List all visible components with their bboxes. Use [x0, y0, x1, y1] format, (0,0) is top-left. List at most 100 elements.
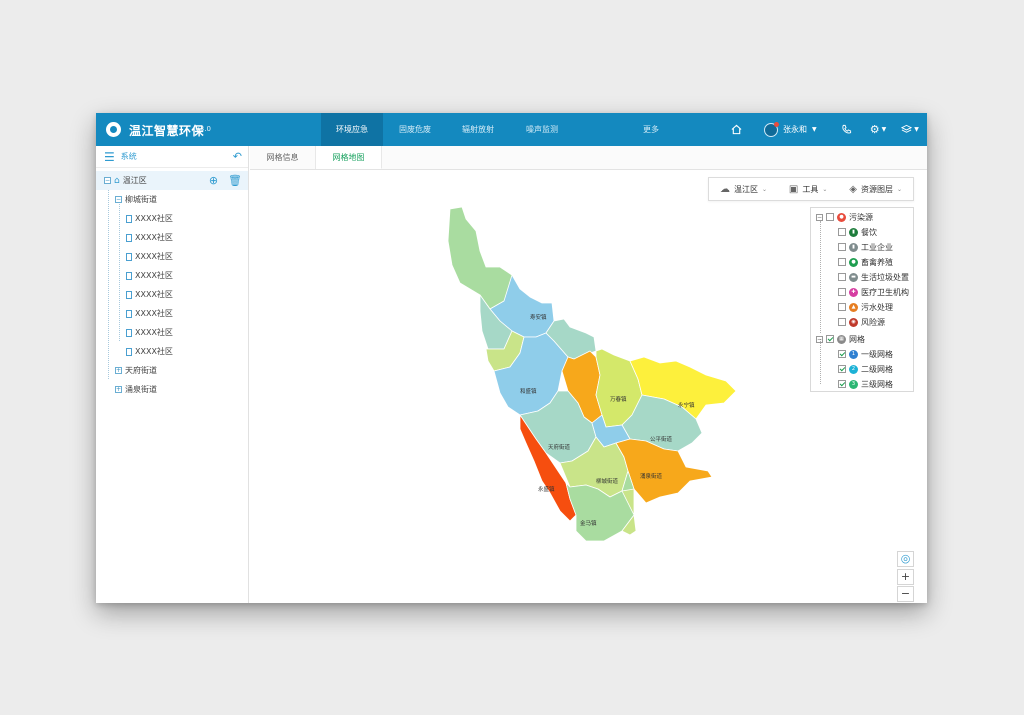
- nav-emergency[interactable]: 环境应急: [321, 113, 383, 146]
- locate-button[interactable]: ◎: [897, 551, 914, 567]
- district-map[interactable]: 寿安镇 和盛镇 万春镇 永宁镇 公平街道 天府街道 柳城街道 涌泉街道 金马镇 …: [250, 171, 927, 603]
- tree-node-street[interactable]: + 涌泉街道: [96, 380, 248, 399]
- tree-node-community[interactable]: XXXX社区: [96, 247, 248, 266]
- tools-dropdown[interactable]: ▣ 工具 ⌄: [789, 184, 827, 195]
- checkbox[interactable]: [838, 273, 846, 281]
- nav-radiation[interactable]: 辐射放射: [462, 125, 494, 134]
- locate-icon: ◎: [900, 552, 911, 565]
- user-menu[interactable]: 张永和 ▼: [764, 113, 817, 146]
- weather-icon: ☁: [719, 183, 730, 195]
- tree-guide-line: [108, 182, 109, 379]
- tree-node-community[interactable]: XXXX社区: [96, 266, 248, 285]
- layers-menu-button[interactable]: ▼: [898, 113, 922, 146]
- checkbox[interactable]: [826, 213, 834, 221]
- tools-label: 工具: [802, 184, 819, 194]
- legend-item-label: 污水处理: [861, 302, 893, 312]
- checkbox[interactable]: [838, 288, 846, 296]
- legend-item[interactable]: ▮ 工业企业: [838, 240, 893, 254]
- grid-map[interactable]: 寿安镇 和盛镇 万春镇 永宁镇 公平街道 天府街道 柳城街道 涌泉街道 金马镇 …: [250, 171, 927, 603]
- checkbox[interactable]: [838, 365, 846, 373]
- tree-node-community[interactable]: XXXX社区: [96, 209, 248, 228]
- tree-node-label: XXXX社区: [135, 347, 173, 356]
- legend-item[interactable]: ▬ 生活垃圾处置: [838, 270, 909, 284]
- legend-item[interactable]: ▮ 餐饮: [838, 225, 877, 239]
- checkbox[interactable]: [838, 228, 846, 236]
- expand-toggle[interactable]: +: [115, 367, 122, 374]
- collapse-toggle[interactable]: −: [816, 335, 823, 343]
- district-dropdown[interactable]: ☁ 温江区 ⌄: [720, 184, 767, 195]
- tree-node-street[interactable]: − 柳城街道: [96, 190, 248, 209]
- nav-noise[interactable]: 噪声监测: [526, 125, 558, 134]
- checkbox[interactable]: [838, 303, 846, 311]
- legend-group-label: 污染源: [849, 212, 873, 222]
- catering-icon: ▮: [849, 227, 858, 237]
- checkbox[interactable]: [838, 243, 846, 251]
- tree-node-label: XXXX社区: [135, 252, 173, 261]
- settings-button[interactable]: ⚙ ▼: [867, 113, 889, 146]
- collapse-toggle[interactable]: −: [816, 213, 823, 221]
- checkbox[interactable]: [838, 380, 846, 388]
- legend-item[interactable]: 1 一级网格: [838, 347, 893, 361]
- add-circle-icon[interactable]: ⊕: [208, 174, 219, 187]
- nav-more[interactable]: 更多: [643, 125, 659, 134]
- legend-item[interactable]: ▲ 污水处理: [838, 300, 893, 314]
- tree-node-street[interactable]: + 天府街道: [96, 361, 248, 380]
- legend-item[interactable]: ✚ 医疗卫生机构: [838, 285, 909, 299]
- tree-node-community[interactable]: XXXX社区: [96, 285, 248, 304]
- chevron-down-icon: ⌄: [761, 185, 767, 193]
- trash-icon[interactable]: 🗑: [228, 174, 242, 187]
- legend-item[interactable]: ● 畜禽养殖: [838, 255, 893, 269]
- region-label: 永宁镇: [678, 401, 695, 409]
- collapse-toggle[interactable]: −: [104, 177, 111, 184]
- sidebar: ☰ 系统 ↶ − ⌂ 温江区 ⊕ 🗑 − 柳城街道 XXXX社区 XXXX社区: [96, 146, 249, 603]
- legend-item-label: 二级网格: [861, 364, 893, 374]
- tree-node-root[interactable]: − ⌂ 温江区 ⊕ 🗑: [96, 171, 248, 190]
- collapse-toggle[interactable]: −: [115, 196, 122, 203]
- legend-item[interactable]: 2 二级网格: [838, 362, 893, 376]
- home-icon: [731, 124, 741, 135]
- legend-item[interactable]: 3 三级网格: [838, 377, 893, 391]
- grid-level-1-icon: 1: [849, 349, 858, 359]
- tab-grid-map[interactable]: 网格地图: [316, 146, 382, 169]
- region-label: 寿安镇: [530, 313, 547, 321]
- file-icon: [126, 347, 132, 356]
- checkbox[interactable]: [838, 350, 846, 358]
- chevron-down-icon: ▼: [881, 126, 887, 133]
- expand-toggle[interactable]: +: [115, 386, 122, 393]
- legend-item-label: 生活垃圾处置: [861, 272, 909, 282]
- phone-button[interactable]: [837, 113, 855, 146]
- undo-icon[interactable]: ↶: [232, 150, 242, 163]
- region-label: 金马镇: [580, 519, 597, 527]
- checkbox[interactable]: [838, 318, 846, 326]
- legend-item[interactable]: ◉ 风险源: [838, 315, 885, 329]
- checkbox[interactable]: [826, 335, 834, 343]
- toolbox-icon: ▣: [788, 183, 799, 195]
- legend-item-label: 三级网格: [861, 379, 893, 389]
- tree-node-community[interactable]: XXXX社区: [96, 228, 248, 247]
- legend-group-pollution[interactable]: − ● 污染源: [816, 210, 873, 224]
- menu-icon[interactable]: ☰: [104, 149, 115, 164]
- resource-layers-dropdown[interactable]: ◈ 资源图层 ⌄: [849, 184, 902, 195]
- tree-node-community[interactable]: XXXX社区: [96, 304, 248, 323]
- file-icon: [126, 214, 132, 223]
- tree-node-community[interactable]: XXXX社区: [96, 323, 248, 342]
- zoom-out-button[interactable]: −: [897, 586, 914, 602]
- file-icon: [126, 328, 132, 337]
- chevron-down-icon: ⌄: [822, 185, 828, 193]
- region-labels: 寿安镇 和盛镇 万春镇 永宁镇 公平街道 天府街道 柳城街道 涌泉街道 金马镇 …: [520, 313, 695, 527]
- legend-group-grid[interactable]: − ▦ 网格: [816, 332, 865, 346]
- tab-grid-info[interactable]: 网格信息: [250, 146, 316, 169]
- tree-node-community[interactable]: XXXX社区: [96, 342, 248, 361]
- legend-item-label: 一级网格: [861, 349, 893, 359]
- legend-item-label: 餐饮: [861, 227, 877, 237]
- file-icon: [126, 290, 132, 299]
- legend-item-label: 工业企业: [861, 242, 893, 252]
- checkbox[interactable]: [838, 258, 846, 266]
- zoom-in-button[interactable]: +: [897, 569, 914, 585]
- user-name: 张永和: [783, 125, 807, 134]
- home-button[interactable]: [726, 113, 746, 146]
- row-actions: ⊕ 🗑: [209, 174, 242, 187]
- nav-solid-waste[interactable]: 固废危废: [399, 125, 431, 134]
- grid-icon: ▦: [837, 334, 846, 344]
- tree-guide-line: [820, 221, 821, 333]
